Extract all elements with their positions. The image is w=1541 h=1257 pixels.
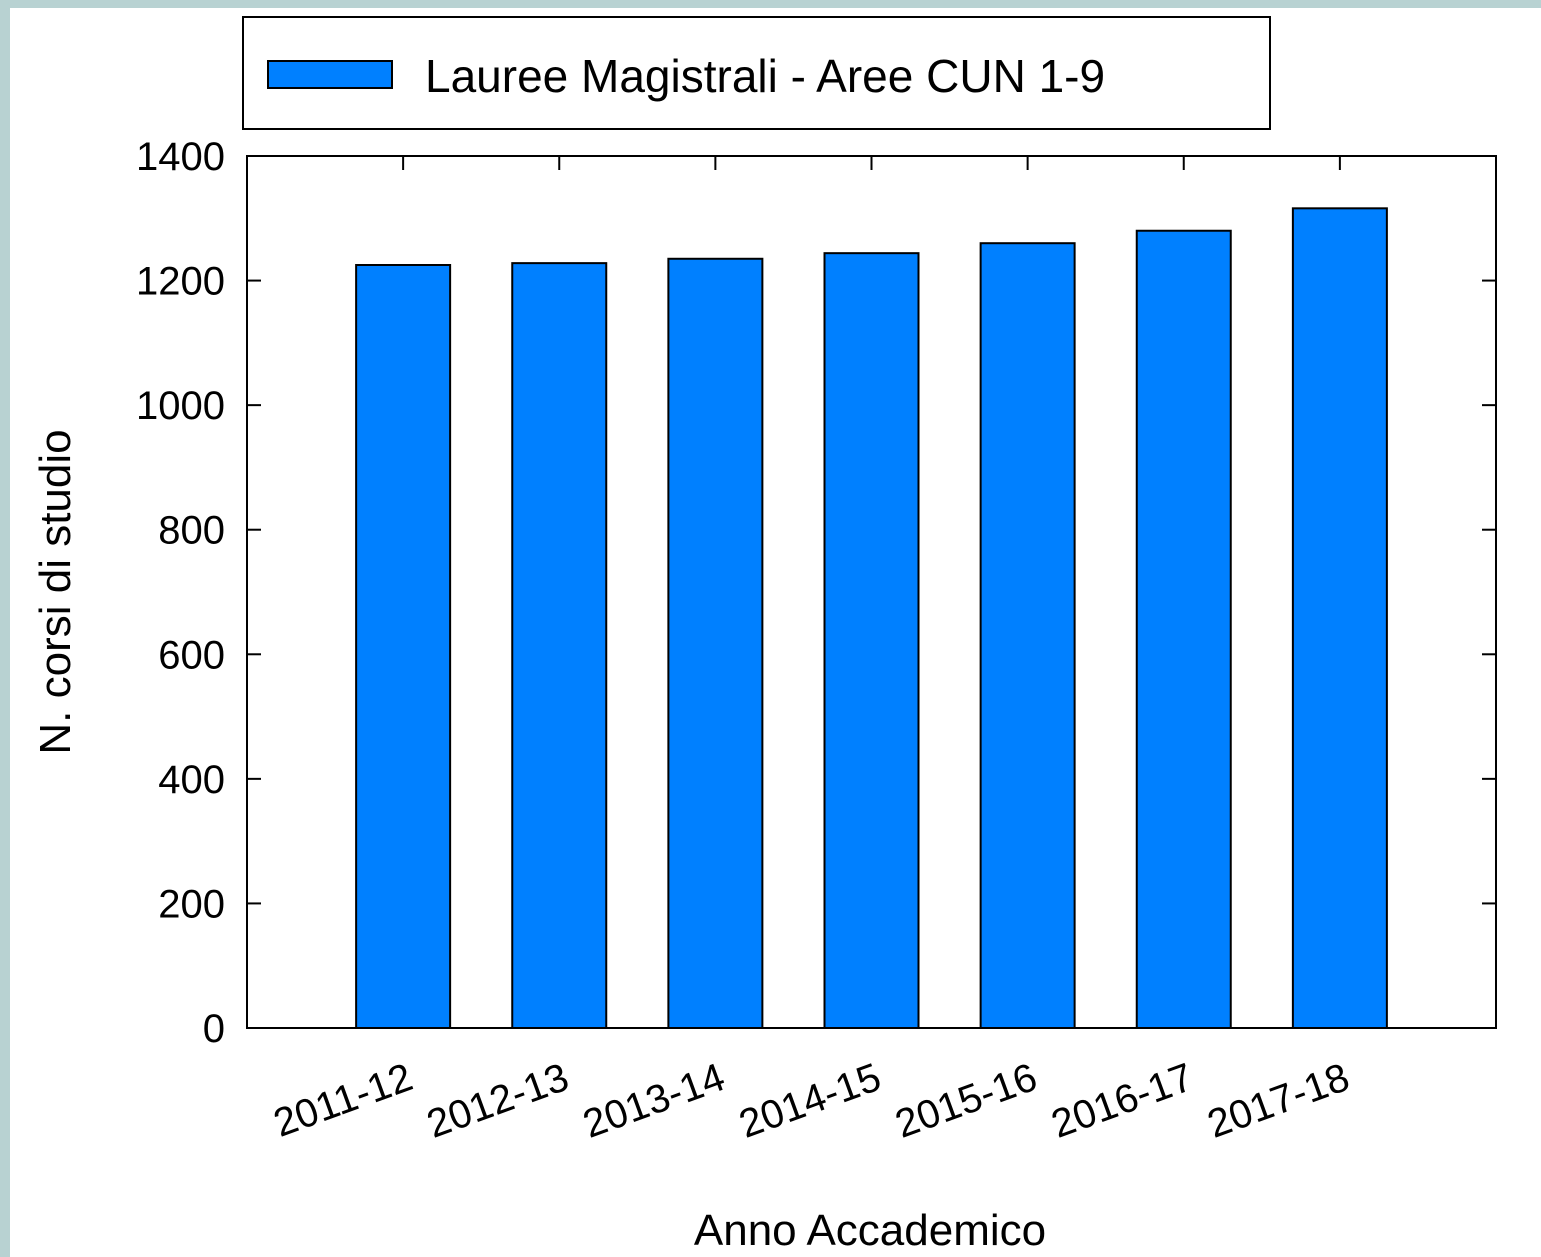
- y-tick-label: 1400: [136, 135, 225, 179]
- y-tick-label: 600: [158, 633, 225, 677]
- x-axis-label: Anno Accademico: [694, 1206, 1046, 1255]
- y-tick-label: 800: [158, 509, 225, 553]
- bar: [979, 242, 1076, 1029]
- bar: [667, 257, 764, 1029]
- y-tick-label: 200: [158, 882, 225, 926]
- plot-frame: [246, 155, 1497, 1029]
- y-tick-label: 400: [158, 758, 225, 802]
- bar: [511, 262, 608, 1030]
- legend-box: [242, 16, 1271, 130]
- bar: [355, 264, 452, 1029]
- bar: [823, 252, 920, 1029]
- background: [10, 8, 1541, 1257]
- y-axis-label: N. corsi di studio: [31, 429, 80, 754]
- y-tick-label: 0: [203, 1007, 225, 1051]
- bar: [1291, 207, 1388, 1029]
- legend-swatch: [267, 60, 393, 89]
- bar: [1135, 229, 1232, 1029]
- y-tick-label: 1000: [136, 384, 225, 428]
- legend-label: Lauree Magistrali - Aree CUN 1-9: [425, 50, 1105, 102]
- y-tick-label: 1200: [136, 260, 225, 304]
